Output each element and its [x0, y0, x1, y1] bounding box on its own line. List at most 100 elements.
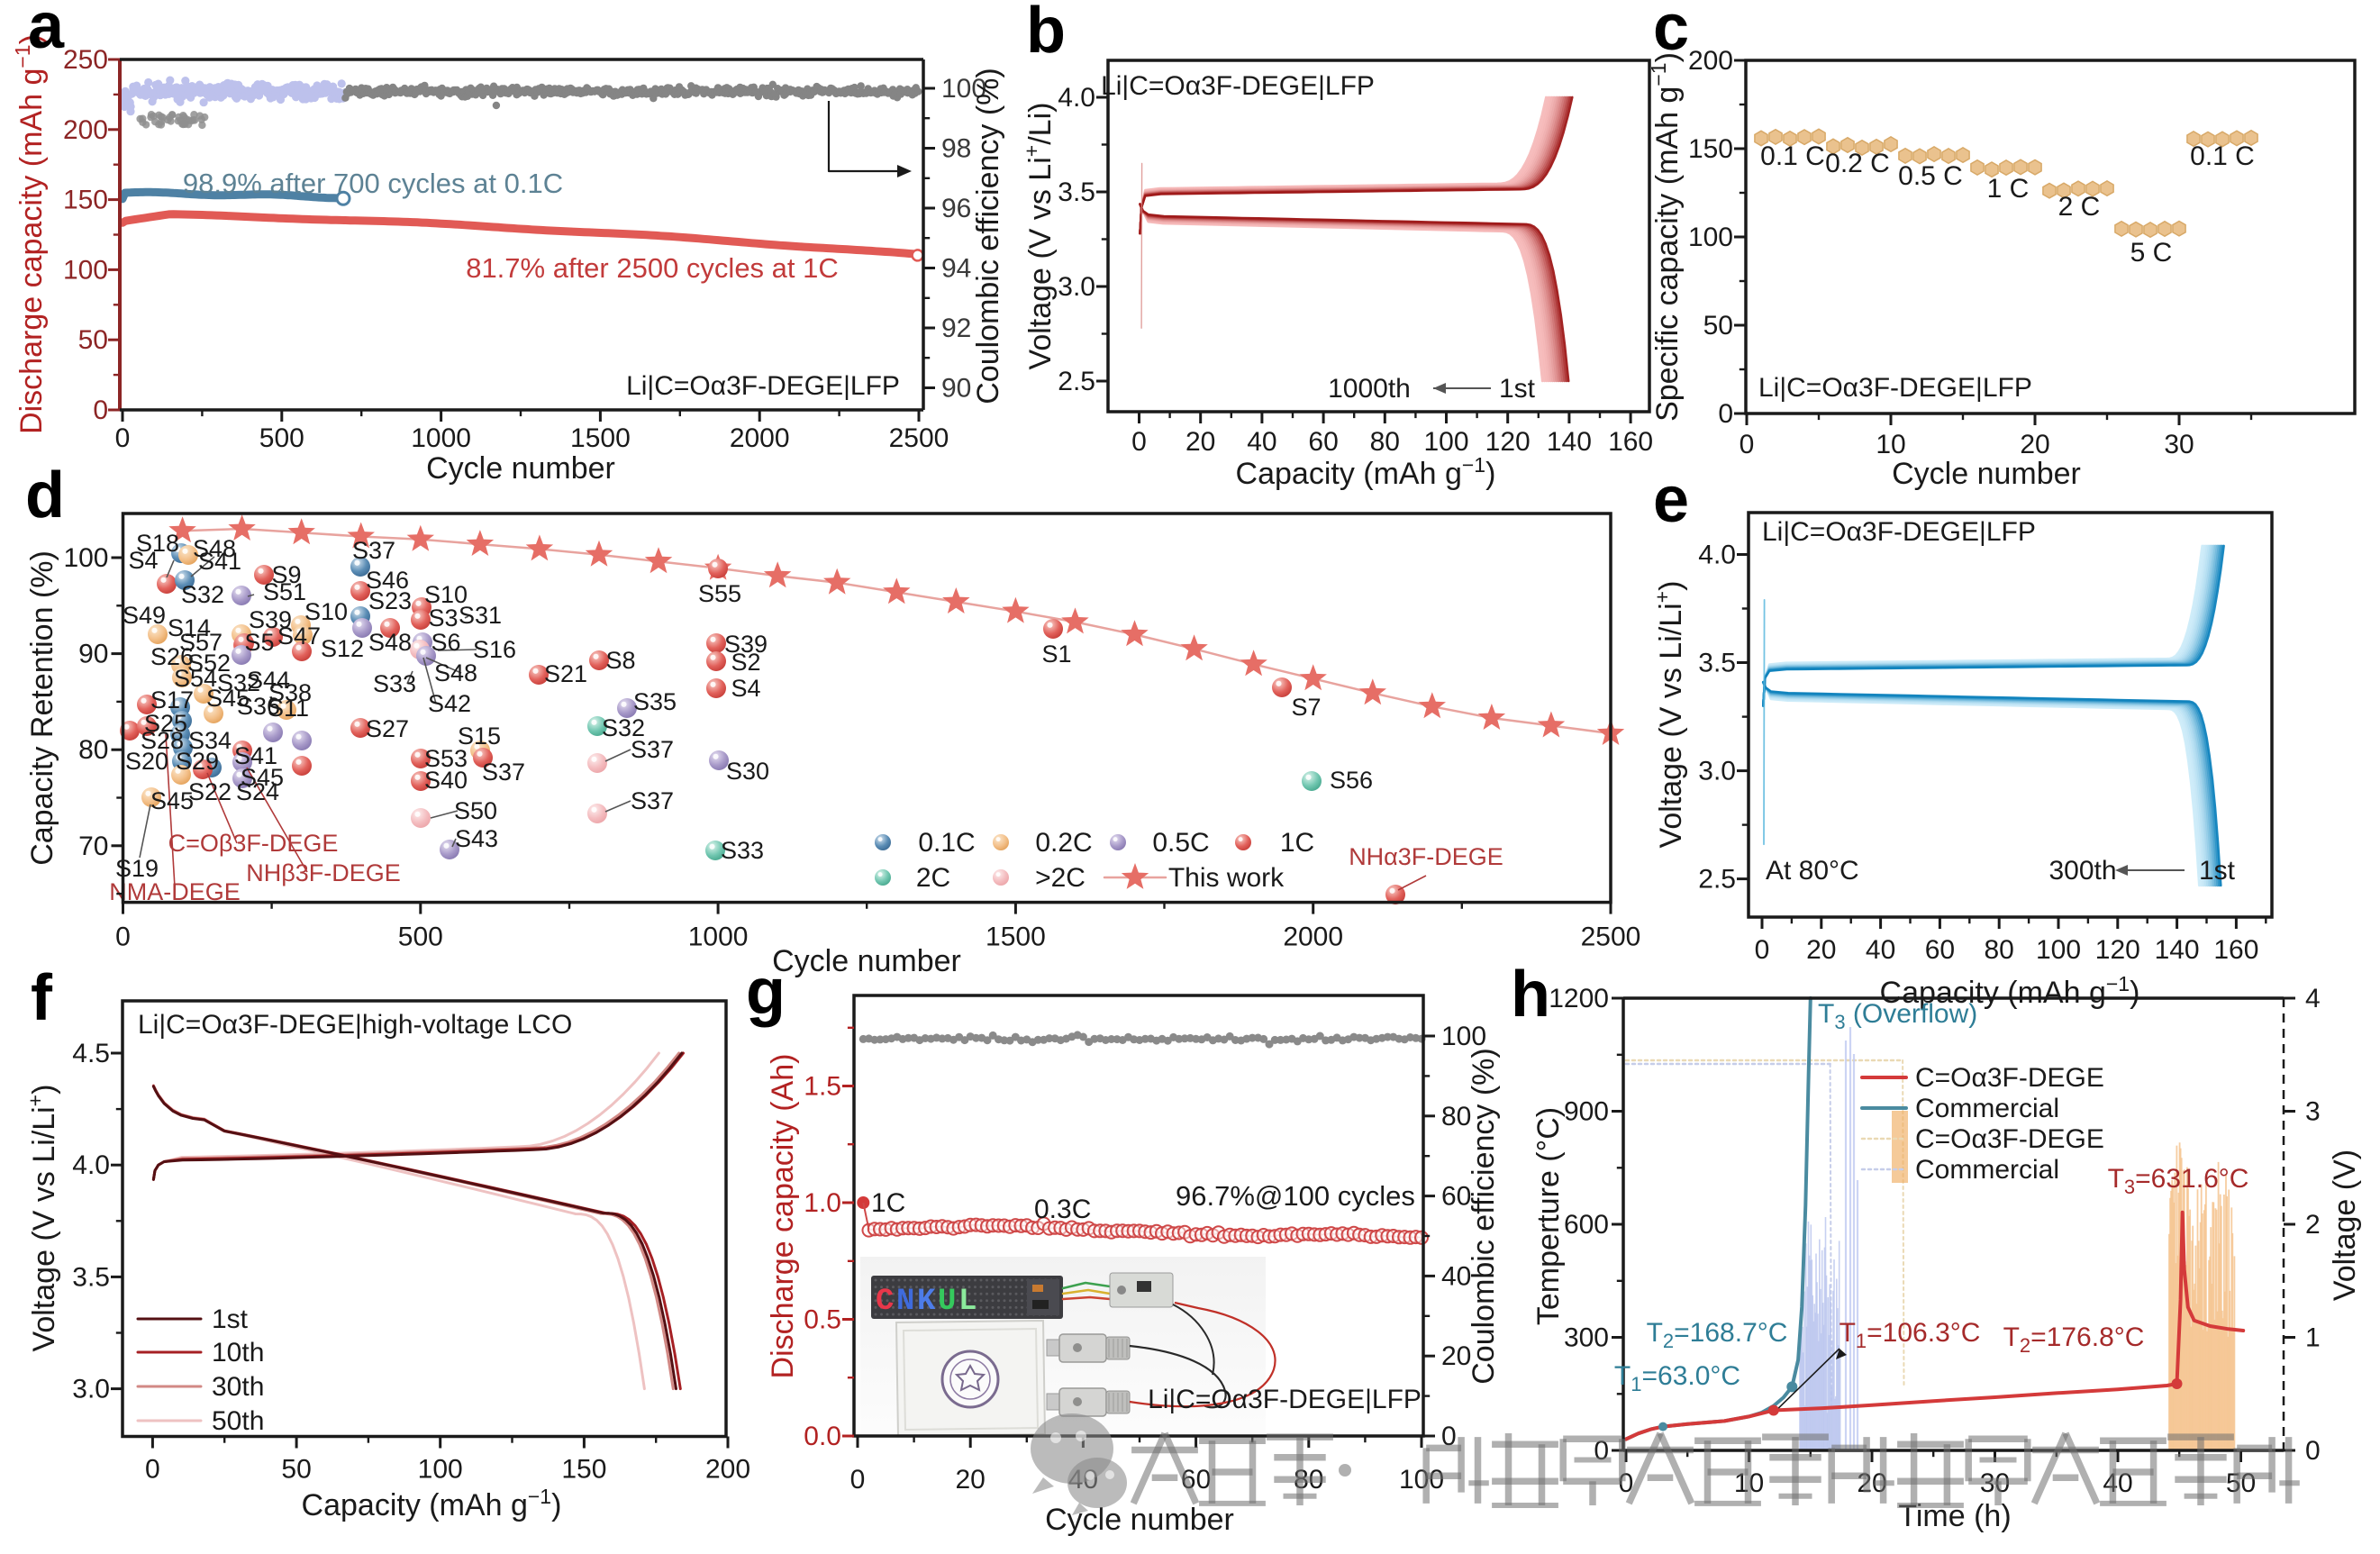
svg-text:K: K — [917, 1285, 936, 1319]
svg-text:T2=168.7°C: T2=168.7°C — [1647, 1318, 1788, 1352]
svg-text:S7: S7 — [1291, 694, 1321, 721]
svg-text:100: 100 — [1423, 427, 1468, 457]
svg-text:1st: 1st — [1499, 374, 1536, 404]
svg-text:S10: S10 — [304, 598, 348, 625]
svg-text:S22: S22 — [188, 778, 232, 805]
svg-text:Cycle number: Cycle number — [1892, 457, 2081, 491]
svg-text:150: 150 — [561, 1455, 606, 1485]
svg-text:b: b — [1026, 0, 1066, 67]
svg-text:0.1C: 0.1C — [918, 828, 975, 858]
svg-text:Voltage (V vs Li+/Li): Voltage (V vs Li+/Li) — [1020, 103, 1058, 370]
svg-text:200: 200 — [63, 115, 108, 145]
svg-text:Discharge capacity (mAh g−1): Discharge capacity (mAh g−1) — [11, 34, 49, 434]
svg-text:1500: 1500 — [570, 423, 631, 453]
svg-text:L: L — [958, 1285, 976, 1319]
svg-text:Commercial: Commercial — [1915, 1155, 2059, 1185]
svg-text:2000: 2000 — [730, 423, 790, 453]
svg-text:g: g — [746, 956, 786, 1028]
svg-text:S45: S45 — [241, 764, 284, 791]
svg-text:60: 60 — [1308, 427, 1338, 457]
svg-text:S5: S5 — [244, 629, 274, 656]
svg-text:S12: S12 — [321, 635, 364, 662]
svg-text:Voltage (V vs Li/Li+): Voltage (V vs Li/Li+) — [23, 1085, 61, 1352]
svg-text:2C: 2C — [916, 863, 950, 893]
svg-text:3: 3 — [2305, 1097, 2321, 1127]
svg-text:S30: S30 — [726, 758, 769, 785]
svg-text:0: 0 — [1740, 430, 1755, 459]
svg-text:S10: S10 — [424, 581, 468, 608]
svg-text:4.5: 4.5 — [72, 1039, 110, 1068]
svg-text:0.3C: 0.3C — [1034, 1195, 1091, 1224]
svg-text:0: 0 — [1441, 1422, 1457, 1451]
svg-text:S53: S53 — [424, 745, 468, 772]
svg-text:Li|C=Oα3F-DEGE|LFP: Li|C=Oα3F-DEGE|LFP — [1758, 373, 2032, 403]
svg-text:0: 0 — [1131, 427, 1147, 457]
svg-text:S32: S32 — [217, 669, 260, 696]
svg-text:S48: S48 — [434, 659, 477, 686]
svg-text:S57: S57 — [179, 629, 223, 656]
svg-text:Li|C=Oα3F-DEGE|LFP: Li|C=Oα3F-DEGE|LFP — [626, 371, 900, 401]
svg-text:0.1 C: 0.1 C — [2190, 141, 2255, 171]
svg-text:S45: S45 — [206, 685, 250, 712]
svg-text:S43: S43 — [455, 825, 498, 852]
svg-text:1000th: 1000th — [1328, 374, 1411, 404]
svg-text:NHα3F-DEGE: NHα3F-DEGE — [1349, 843, 1503, 870]
svg-text:e: e — [1653, 464, 1689, 536]
svg-text:S33: S33 — [721, 837, 764, 864]
svg-text:3.0: 3.0 — [1698, 757, 1736, 786]
svg-text:S4: S4 — [128, 547, 158, 574]
svg-text:50: 50 — [1703, 311, 1733, 341]
svg-text:2.5: 2.5 — [1058, 367, 1095, 396]
svg-text:At 80°C: At 80°C — [1766, 856, 1859, 886]
svg-text:S2: S2 — [731, 649, 760, 676]
svg-text:3.5: 3.5 — [1698, 649, 1736, 678]
svg-text:50th: 50th — [212, 1406, 264, 1436]
svg-text:0: 0 — [850, 1465, 866, 1495]
svg-text:S9: S9 — [271, 561, 301, 588]
svg-text:S26: S26 — [150, 643, 194, 670]
svg-text:150: 150 — [1688, 134, 1733, 164]
svg-text:3.0: 3.0 — [72, 1375, 110, 1404]
svg-text:60: 60 — [1441, 1182, 1471, 1212]
svg-text:90: 90 — [941, 374, 971, 404]
svg-text:T1=63.0°C: T1=63.0°C — [1614, 1361, 1740, 1395]
svg-text:1200: 1200 — [1549, 984, 1609, 1013]
svg-text:80: 80 — [1441, 1102, 1471, 1131]
svg-text:80: 80 — [78, 735, 108, 765]
svg-text:100: 100 — [941, 74, 986, 104]
svg-text:C: C — [876, 1285, 894, 1319]
svg-text:T3=631.6°C: T3=631.6°C — [2108, 1164, 2249, 1198]
svg-text:80: 80 — [1370, 427, 1400, 457]
svg-text:Li|C=Oα3F-DEGE|LFP: Li|C=Oα3F-DEGE|LFP — [1148, 1385, 1422, 1414]
svg-text:1st: 1st — [212, 1304, 249, 1334]
svg-text:160: 160 — [1608, 427, 1653, 457]
svg-text:1C: 1C — [1280, 828, 1314, 858]
svg-text:S35: S35 — [633, 688, 677, 715]
svg-text:S42: S42 — [428, 690, 471, 717]
svg-text:10th: 10th — [212, 1338, 264, 1368]
svg-text:0.5: 0.5 — [804, 1305, 841, 1335]
svg-text:20: 20 — [1185, 427, 1215, 457]
svg-text:N: N — [896, 1285, 913, 1319]
svg-text:Cycle number: Cycle number — [1045, 1503, 1234, 1537]
svg-text:Temperture (°C): Temperture (°C) — [1531, 1107, 1566, 1325]
svg-text:S37: S37 — [631, 736, 674, 763]
svg-text:3.5: 3.5 — [1058, 177, 1095, 207]
svg-text:Discharge capacity (Ah): Discharge capacity (Ah) — [766, 1054, 800, 1379]
svg-text:S24: S24 — [236, 778, 279, 805]
svg-text:S47: S47 — [277, 623, 321, 650]
svg-text:Capacity Retention (%): Capacity Retention (%) — [25, 550, 59, 866]
svg-text:S48: S48 — [368, 629, 412, 656]
svg-text:0.2C: 0.2C — [1035, 828, 1092, 858]
svg-text:20: 20 — [1441, 1341, 1471, 1371]
svg-text:S14: S14 — [168, 614, 211, 641]
svg-text:90: 90 — [78, 640, 108, 669]
svg-text:1.5: 1.5 — [804, 1072, 841, 1102]
svg-text:0: 0 — [1718, 399, 1733, 429]
svg-text:300: 300 — [1564, 1323, 1609, 1353]
svg-text:2 C: 2 C — [2058, 192, 2101, 222]
svg-text:Cycle number: Cycle number — [772, 944, 961, 978]
svg-text:S37: S37 — [631, 787, 674, 814]
svg-text:S8: S8 — [605, 647, 635, 674]
svg-text:3.0: 3.0 — [1058, 272, 1095, 302]
